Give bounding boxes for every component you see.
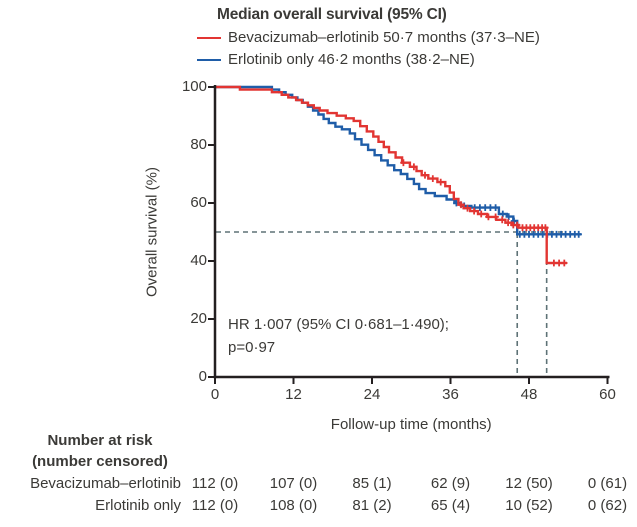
censor-mark-icon: [505, 213, 512, 220]
risk-cell: 112 (0): [191, 475, 239, 492]
x-tick-label: 60: [599, 386, 616, 403]
risk-row-label-erlotinib-only: Erlotinib only: [95, 497, 181, 514]
censor-mark-icon: [410, 163, 418, 171]
y-tick-label: 60: [190, 194, 207, 211]
km-curve: [215, 85, 582, 236]
censor-mark-icon: [478, 210, 485, 218]
censor-mark-icon: [421, 171, 429, 179]
censor-mark-icon: [492, 213, 499, 221]
risk-cell: 112 (0): [191, 497, 239, 514]
y-tick-label: 20: [190, 310, 207, 327]
x-axis-title: Follow-up time (months): [330, 416, 492, 433]
risk-row-label-bevacizumab-erlotinib: Bevacizumab–erlotinib: [30, 475, 181, 492]
red-line-swatch-icon: [197, 36, 221, 39]
censor-mark-icon: [485, 213, 492, 221]
censor-mark-icon: [492, 204, 499, 211]
censor-mark-icon: [470, 207, 478, 215]
censor-mark-icon: [457, 201, 465, 209]
censor-mark-icon: [561, 259, 568, 267]
hr-annotation-line2: p=0·97: [228, 339, 276, 356]
risk-cell: 85 (1): [352, 475, 392, 492]
risk-table-header-line1: Number at risk: [47, 432, 153, 449]
risk-cell: 108 (0): [269, 497, 318, 514]
y-tick-label: 80: [190, 136, 207, 153]
censor-mark-icon: [575, 230, 582, 238]
risk-cell: 10 (52): [505, 497, 553, 514]
censor-mark-icon: [464, 204, 471, 212]
censor-mark-icon: [437, 178, 444, 186]
x-tick-label: 24: [363, 386, 381, 403]
x-tick-label: 12: [285, 386, 302, 403]
risk-table-header-line2: (number censored): [32, 453, 168, 470]
censor-mark-icon: [514, 221, 521, 229]
censor-mark-icon: [429, 175, 436, 182]
legend-item-bevacizumab-erlotinib: Bevacizumab–erlotinib 50·7 months (37·3–…: [197, 29, 540, 46]
censor-mark-icon: [542, 224, 549, 232]
legend-title: Median overall survival (95% CI): [217, 6, 447, 23]
hr-annotation-line1: HR 1·007 (95% CI 0·681–1·490);: [228, 316, 449, 333]
blue-line-swatch-icon: [197, 58, 221, 61]
censor-mark-icon: [499, 210, 506, 218]
risk-cell: 81 (2): [352, 497, 392, 514]
risk-cell: 0 (61): [587, 475, 628, 492]
y-axis-title: Overall survival (%): [143, 166, 161, 298]
censor-mark-icon: [400, 159, 407, 167]
risk-cell: 107 (0): [269, 475, 318, 492]
risk-cell: 62 (9): [430, 475, 471, 492]
legend-item-erlotinib-only: Erlotinib only 46·2 months (38·2–NE): [197, 51, 475, 68]
legend-item-label: Erlotinib only 46·2 months (38·2–NE): [228, 51, 475, 68]
legend-item-label: Bevacizumab–erlotinib 50·7 months (37·3–…: [228, 29, 540, 46]
x-tick-label: 36: [442, 386, 459, 403]
y-tick-label: 40: [190, 252, 207, 269]
risk-cell: 12 (50): [505, 475, 553, 492]
risk-cell: 0 (62): [587, 497, 628, 514]
censor-mark-icon: [499, 216, 506, 224]
risk-cell: 65 (4): [430, 497, 471, 514]
x-tick-label: 0: [210, 386, 220, 403]
censor-mark-icon: [504, 219, 512, 227]
km-curve: [215, 85, 567, 265]
y-tick-label: 100: [181, 78, 207, 95]
x-tick-label: 48: [520, 386, 538, 403]
y-tick-label: 0: [198, 368, 207, 385]
